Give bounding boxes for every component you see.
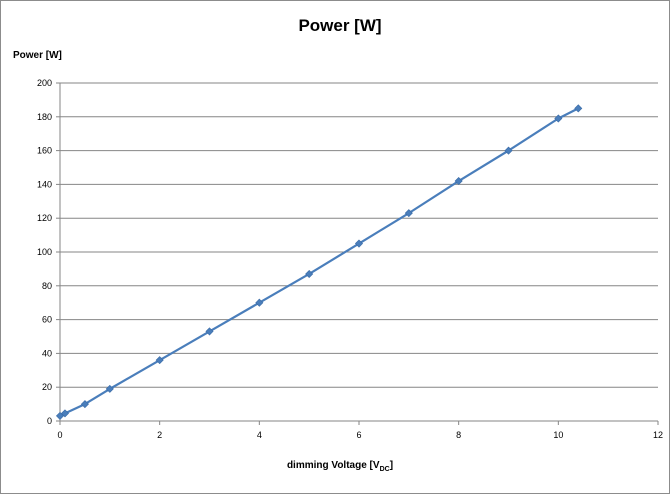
series-line-0 bbox=[59, 107, 579, 417]
series-group bbox=[55, 104, 583, 420]
x-tick-label-1: 2 bbox=[157, 430, 162, 440]
chart-title: Power [W] bbox=[298, 16, 381, 35]
data-point-8 bbox=[354, 239, 364, 248]
x-axis-label-suffix: ] bbox=[390, 460, 393, 471]
y-tick-label-3: 60 bbox=[42, 315, 52, 325]
gridlines bbox=[60, 82, 658, 388]
y-tick-label-9: 180 bbox=[37, 112, 52, 122]
data-point-11 bbox=[504, 146, 513, 155]
x-axis-label-main: dimming Voltage [V bbox=[287, 460, 380, 471]
data-point-1 bbox=[60, 409, 70, 418]
x-tick-label-0: 0 bbox=[57, 430, 62, 440]
axes bbox=[56, 82, 659, 425]
data-point-5 bbox=[205, 327, 214, 336]
x-tick-label-4: 8 bbox=[456, 430, 461, 440]
data-point-7 bbox=[305, 269, 314, 278]
y-tick-label-1: 20 bbox=[42, 382, 52, 392]
data-point-2 bbox=[80, 400, 89, 409]
y-axis-label: Power [W] bbox=[13, 50, 62, 61]
y-tick-label-7: 140 bbox=[37, 179, 52, 189]
x-tick-label-6: 12 bbox=[653, 430, 663, 440]
data-point-13 bbox=[574, 104, 583, 113]
y-tick-label-6: 120 bbox=[37, 213, 52, 223]
x-axis-label: dimming Voltage [VDC] bbox=[287, 460, 393, 473]
y-tick-label-0: 0 bbox=[47, 416, 52, 426]
y-tick-label-10: 200 bbox=[37, 78, 52, 88]
x-tick-labels: 0 2 4 6 8 10 12 bbox=[57, 430, 663, 440]
x-axis-label-subscript: DC bbox=[380, 466, 390, 473]
data-point-9 bbox=[404, 209, 413, 218]
y-tick-labels: 0 20 40 60 80 100 120 140 160 180 200 bbox=[37, 78, 52, 426]
data-point-3 bbox=[105, 384, 114, 393]
x-tick-label-5: 10 bbox=[553, 430, 563, 440]
data-point-10 bbox=[454, 176, 463, 186]
y-tick-label-5: 100 bbox=[37, 247, 52, 257]
data-point-4 bbox=[155, 356, 164, 365]
y-tick-label-8: 160 bbox=[37, 146, 52, 156]
x-tick-label-2: 4 bbox=[257, 430, 262, 440]
y-tick-label-2: 40 bbox=[42, 348, 52, 358]
data-point-12 bbox=[554, 114, 563, 123]
y-tick-label-4: 80 bbox=[42, 281, 52, 291]
x-tick-label-3: 6 bbox=[356, 430, 361, 440]
data-point-6 bbox=[255, 298, 264, 307]
